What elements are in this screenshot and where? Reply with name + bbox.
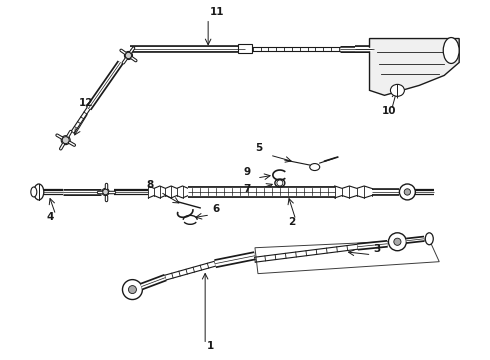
Circle shape (277, 180, 283, 186)
Text: 3: 3 (373, 244, 381, 254)
Text: 1: 1 (207, 341, 215, 351)
Text: 12: 12 (78, 98, 93, 108)
Circle shape (404, 189, 411, 195)
Text: 5: 5 (255, 143, 262, 153)
Text: 10: 10 (382, 106, 396, 116)
Circle shape (394, 238, 401, 246)
Text: 4: 4 (47, 212, 54, 222)
Circle shape (124, 51, 132, 59)
Circle shape (128, 285, 136, 293)
Circle shape (389, 233, 406, 251)
Circle shape (62, 137, 69, 144)
Polygon shape (369, 39, 459, 95)
Text: 8: 8 (147, 180, 154, 190)
Text: 2: 2 (288, 217, 295, 227)
Circle shape (102, 188, 109, 195)
Text: 11: 11 (210, 6, 224, 17)
Circle shape (61, 136, 70, 145)
Ellipse shape (425, 233, 433, 245)
Circle shape (103, 189, 108, 195)
Polygon shape (255, 240, 439, 274)
Ellipse shape (443, 37, 459, 63)
Ellipse shape (310, 163, 319, 171)
Circle shape (399, 184, 416, 200)
Ellipse shape (31, 187, 37, 197)
Bar (238, 44, 252, 54)
Text: 7: 7 (243, 184, 250, 194)
Circle shape (125, 52, 132, 59)
Circle shape (122, 280, 143, 300)
Text: 9: 9 (243, 167, 250, 177)
Ellipse shape (34, 184, 44, 200)
Text: 6: 6 (212, 204, 220, 214)
Ellipse shape (391, 84, 404, 96)
